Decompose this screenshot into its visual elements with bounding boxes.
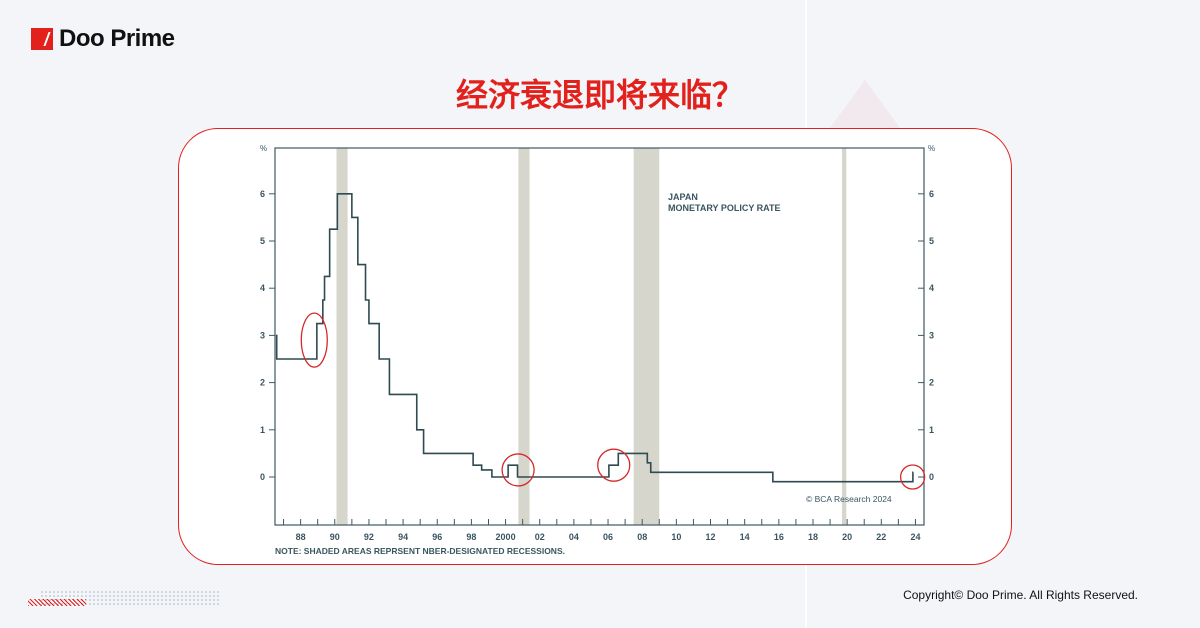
x-tick-label: 20 xyxy=(842,532,852,542)
x-tick-label: 22 xyxy=(876,532,886,542)
x-tick-label: 88 xyxy=(296,532,306,542)
y-tick-label-left: 3 xyxy=(260,330,265,340)
x-tick-label: 14 xyxy=(740,532,750,542)
y-tick-label-left: 6 xyxy=(260,189,265,199)
x-tick-label: 24 xyxy=(910,532,920,542)
recession-band xyxy=(842,148,847,525)
y-tick-label-right: 2 xyxy=(929,378,934,388)
x-tick-label: 02 xyxy=(535,532,545,542)
chart-title: JAPAN xyxy=(668,192,698,202)
x-tick-label: 2000 xyxy=(496,532,516,542)
y-tick-label-left: 5 xyxy=(260,236,265,246)
x-tick-label: 12 xyxy=(706,532,716,542)
x-tick-label: 16 xyxy=(774,532,784,542)
doo-prime-logo-icon xyxy=(31,28,53,50)
x-tick-label: 18 xyxy=(808,532,818,542)
x-tick-label: 98 xyxy=(466,532,476,542)
y-tick-label-right: 5 xyxy=(929,236,934,246)
x-tick-label: 94 xyxy=(398,532,408,542)
brand-logo: Doo Prime xyxy=(31,25,175,53)
highlight-circle xyxy=(899,464,926,490)
policy-rate-line xyxy=(275,193,914,483)
recession-band xyxy=(633,148,660,525)
copyright: Copyright© Doo Prime. All Rights Reserve… xyxy=(903,588,1138,602)
y-tick-label-right: 4 xyxy=(929,283,934,293)
recession-band xyxy=(336,148,348,525)
chart-note: NOTE: SHADED AREAS REPRSENT NBER-DESIGNA… xyxy=(275,546,565,556)
x-tick-label: 04 xyxy=(569,532,579,542)
highlight-circle xyxy=(501,453,535,487)
headline: 经济衰退即将来临？ xyxy=(455,76,744,114)
y-tick-label-right: 0 xyxy=(929,472,934,482)
y-unit-right: % xyxy=(928,144,935,153)
x-tick-label: 90 xyxy=(330,532,340,542)
y-tick-label-left: 0 xyxy=(260,472,265,482)
source-credit: © BCA Research 2024 xyxy=(806,494,892,504)
x-tick-label: 10 xyxy=(671,532,681,542)
y-tick-label-left: 2 xyxy=(260,378,265,388)
y-tick-label-left: 1 xyxy=(260,425,265,435)
brand-name: Doo Prime xyxy=(59,25,175,52)
recession-band xyxy=(518,148,530,525)
y-tick-label-left: 4 xyxy=(260,283,265,293)
y-tick-label-right: 3 xyxy=(929,330,934,340)
y-unit-left: % xyxy=(260,144,267,153)
x-tick-label: 96 xyxy=(432,532,442,542)
decorative-stripes xyxy=(28,599,86,606)
y-tick-label-right: 1 xyxy=(929,425,934,435)
highlight-circle xyxy=(597,448,631,482)
x-tick-label: 92 xyxy=(364,532,374,542)
x-tick-label: 08 xyxy=(637,532,647,542)
highlight-circle xyxy=(300,312,328,368)
plot-border xyxy=(274,147,925,526)
y-tick-label-right: 6 xyxy=(929,189,934,199)
x-tick-label: 06 xyxy=(603,532,613,542)
chart-subtitle: MONETARY POLICY RATE xyxy=(668,203,781,213)
